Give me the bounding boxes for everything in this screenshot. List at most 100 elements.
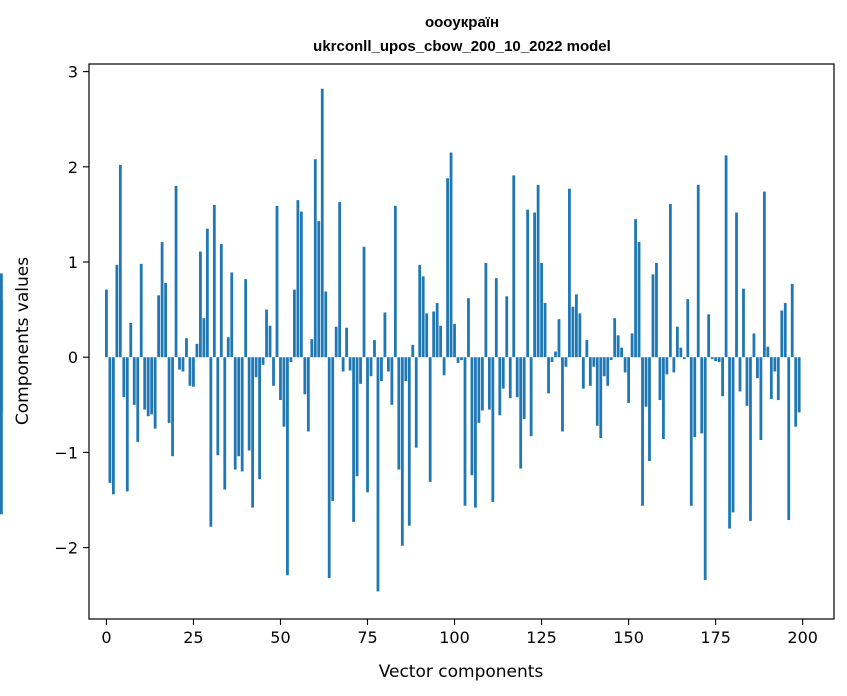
bar-158 — [655, 262, 658, 358]
bar-169 — [693, 357, 697, 438]
bar-189 — [762, 191, 766, 358]
bar-174 — [710, 357, 714, 360]
bar-116 — [508, 357, 512, 399]
bar-77 — [373, 340, 376, 358]
bar-188 — [759, 357, 763, 441]
bar-104 — [467, 298, 470, 358]
bar-138 — [585, 340, 589, 358]
bar-115 — [505, 296, 509, 358]
bar-168 — [689, 357, 693, 506]
bar-76 — [369, 357, 373, 377]
bar-142 — [599, 357, 603, 439]
bar-146 — [613, 318, 617, 358]
bar-134 — [571, 306, 575, 358]
bar-56 — [299, 211, 303, 358]
bar-58 — [306, 357, 310, 432]
bar-106 — [474, 357, 477, 508]
bar-85 — [400, 357, 404, 546]
bars-group — [0, 88, 801, 592]
bar-39 — [240, 357, 244, 472]
x-tick-label-50: 50 — [270, 628, 290, 647]
bar-55 — [296, 200, 300, 358]
bar-54 — [293, 289, 296, 358]
bar-31 — [212, 204, 216, 358]
bar-149 — [623, 357, 627, 373]
bar-41 — [247, 357, 251, 451]
bar-127 — [547, 357, 550, 394]
bar-66 — [334, 326, 338, 358]
bar-105 — [470, 357, 474, 476]
bar-153 — [637, 242, 641, 358]
x-axis-label: Vector components — [379, 662, 544, 682]
x-tick-label-25: 25 — [183, 628, 203, 647]
bar-91 — [421, 276, 425, 358]
bar-22 — [181, 357, 185, 372]
bar-95 — [435, 302, 439, 358]
bar-83 — [393, 205, 397, 358]
bar-177 — [721, 357, 724, 397]
bar-171 — [700, 357, 704, 434]
bar-160 — [662, 357, 665, 440]
bar-17 — [164, 282, 167, 358]
bar-65 — [331, 357, 335, 501]
bar-87 — [407, 357, 411, 526]
bar-84 — [397, 357, 401, 470]
y-ticks-group: −2 −1 0 1 2 3 — [54, 63, 89, 558]
bar-82 — [390, 357, 394, 405]
bar-173 — [707, 314, 711, 358]
y-tick-label-5: 3 — [68, 63, 78, 82]
bar-117 — [512, 175, 516, 358]
bar-1 — [108, 357, 112, 483]
bar-33 — [219, 243, 223, 358]
bar-60 — [313, 159, 317, 358]
x-tick-label-175: 175 — [700, 628, 731, 647]
plot-frame — [88, 63, 835, 620]
bar-74 — [362, 246, 366, 358]
bar-176 — [717, 357, 721, 362]
bar-25 — [192, 357, 195, 387]
bar-34 — [223, 357, 227, 490]
bar-136 — [578, 313, 582, 358]
bar-63 — [324, 291, 328, 358]
bar-126 — [543, 302, 547, 358]
bar-184 — [745, 357, 749, 406]
bar-71 — [352, 357, 355, 522]
bar-147 — [616, 335, 620, 358]
bar-57 — [303, 357, 307, 395]
bar-193 — [776, 357, 780, 401]
bar-199 — [797, 357, 801, 413]
bar-108 — [481, 357, 484, 411]
bar-undefined — [0, 357, 3, 515]
bar-114 — [501, 357, 505, 389]
bar-113 — [498, 357, 502, 416]
bar-67 — [338, 202, 342, 358]
bar-100 — [453, 323, 456, 358]
bar-196 — [787, 357, 791, 520]
bar-23 — [185, 338, 188, 358]
bar-164 — [675, 326, 679, 358]
bar-4 — [118, 164, 122, 358]
bar-192 — [773, 357, 777, 372]
bar-40 — [244, 279, 248, 358]
bar-59 — [310, 339, 314, 358]
bar-10 — [139, 263, 143, 358]
bar-179 — [728, 357, 731, 529]
bar-170 — [696, 184, 700, 358]
bar-90 — [418, 264, 422, 358]
bar-97 — [442, 357, 446, 376]
bar-11 — [143, 357, 147, 410]
y-tick-label-0: −2 — [54, 539, 78, 558]
bar-30 — [209, 357, 213, 527]
bar-145 — [609, 357, 613, 361]
bar-93 — [428, 357, 432, 482]
bar-123 — [533, 212, 536, 358]
x-ticks-group: 0 25 50 75 100 125 150 175 200 — [101, 619, 818, 647]
bar-159 — [658, 357, 662, 401]
bar-18 — [167, 357, 171, 423]
bar-157 — [651, 274, 655, 358]
bar-2 — [111, 357, 115, 495]
bar-89 — [414, 357, 418, 448]
y-axis-label: Components values — [13, 257, 33, 425]
y-tick-label-4: 2 — [68, 158, 78, 177]
bar-165 — [679, 347, 683, 358]
